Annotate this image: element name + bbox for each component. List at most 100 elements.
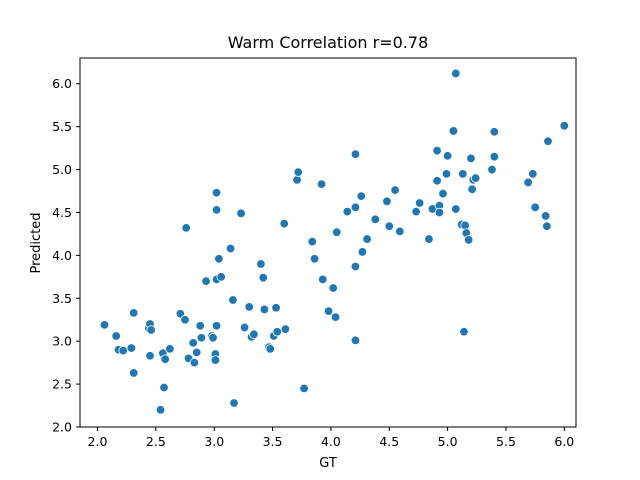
data-point	[180, 315, 190, 325]
data-point	[196, 333, 207, 343]
data-point	[128, 308, 139, 318]
y-tick-label: 3.0	[52, 334, 72, 349]
data-point	[292, 175, 302, 185]
data-point	[211, 321, 222, 331]
data-point	[466, 153, 476, 164]
data-point	[350, 335, 361, 346]
x-tick-label: 6.0	[554, 434, 574, 449]
data-point	[293, 167, 303, 177]
data-point	[210, 355, 221, 365]
data-point	[192, 347, 202, 358]
data-point	[165, 344, 175, 354]
data-point	[451, 68, 461, 79]
data-point	[145, 351, 155, 361]
data-points	[99, 68, 570, 415]
y-tick-label: 2.5	[52, 377, 72, 392]
data-point	[159, 382, 169, 393]
y-tick-label: 3.5	[52, 291, 72, 306]
x-tick-label: 3.5	[263, 434, 283, 449]
data-point	[370, 214, 380, 225]
data-point	[543, 136, 553, 146]
data-point	[384, 221, 394, 231]
y-axis-label: Predicted	[29, 212, 44, 273]
x-axis-label: GT	[319, 456, 337, 471]
data-point	[441, 169, 452, 179]
x-tick-label: 5.0	[438, 434, 458, 449]
data-point	[467, 184, 477, 194]
data-point	[442, 151, 453, 161]
data-point	[188, 338, 198, 348]
data-point	[540, 211, 551, 221]
data-point	[448, 126, 459, 136]
data-point	[201, 276, 211, 286]
data-point	[236, 208, 246, 219]
data-point	[350, 261, 361, 272]
y-tick-label: 4.5	[52, 205, 72, 220]
data-point	[487, 164, 497, 175]
data-point	[316, 179, 327, 189]
data-point	[458, 169, 468, 179]
data-point	[214, 254, 224, 264]
data-point	[259, 304, 270, 315]
data-point	[459, 327, 469, 337]
data-point	[470, 173, 481, 183]
data-point	[126, 343, 137, 353]
data-point	[390, 185, 400, 195]
y-tick-label: 6.0	[52, 76, 72, 91]
data-point	[350, 149, 361, 159]
y-tick-label: 5.0	[52, 162, 72, 177]
data-point	[211, 205, 222, 215]
plot-area-frame	[79, 57, 577, 428]
data-point	[332, 227, 342, 237]
data-point	[228, 295, 238, 305]
x-tick-label: 4.0	[321, 434, 341, 449]
data-point	[489, 151, 500, 162]
data-point	[432, 145, 442, 156]
data-point	[424, 234, 434, 244]
data-point	[280, 324, 291, 334]
data-point	[118, 345, 128, 356]
data-point	[155, 405, 166, 415]
data-point	[350, 202, 361, 213]
data-point	[528, 169, 538, 179]
data-point	[414, 198, 425, 208]
data-point	[382, 196, 392, 207]
data-point	[434, 207, 445, 218]
data-point	[256, 259, 266, 269]
data-point	[272, 327, 282, 337]
y-axis: 2.0 2.5 3.0 3.5 4.0 4.5 5.0 5.5 6.0	[52, 76, 80, 435]
data-point	[438, 188, 448, 199]
data-point	[99, 320, 110, 330]
data-point	[362, 234, 372, 244]
data-point	[299, 383, 309, 394]
data-point	[330, 312, 341, 322]
x-tick-label: 5.5	[496, 434, 516, 449]
chart-title: Warm Correlation r=0.78	[228, 33, 429, 52]
data-point	[318, 274, 328, 285]
x-tick-label: 3.0	[204, 434, 224, 449]
x-axis: 2.0 2.5 3.0 3.5 4.0 4.5 5.0 5.5 6.0	[88, 427, 574, 449]
data-point	[356, 191, 366, 201]
data-point	[208, 333, 218, 343]
y-tick-label: 5.5	[52, 119, 72, 134]
data-point	[307, 236, 317, 247]
data-point	[523, 177, 533, 188]
data-point	[460, 220, 470, 231]
data-point	[249, 329, 259, 340]
x-tick-label: 4.5	[379, 434, 399, 449]
data-point	[244, 302, 254, 312]
data-point	[181, 223, 191, 233]
data-point	[229, 398, 239, 408]
data-point	[258, 272, 268, 283]
data-point	[309, 254, 320, 264]
data-point	[189, 357, 200, 368]
data-point	[451, 204, 461, 214]
data-point	[271, 303, 281, 313]
data-point	[463, 235, 474, 245]
data-point	[489, 127, 500, 137]
data-point	[530, 202, 540, 213]
data-point	[357, 247, 368, 257]
data-point	[265, 344, 275, 354]
x-tick-label: 2.0	[88, 434, 108, 449]
x-tick-label: 2.5	[146, 434, 166, 449]
